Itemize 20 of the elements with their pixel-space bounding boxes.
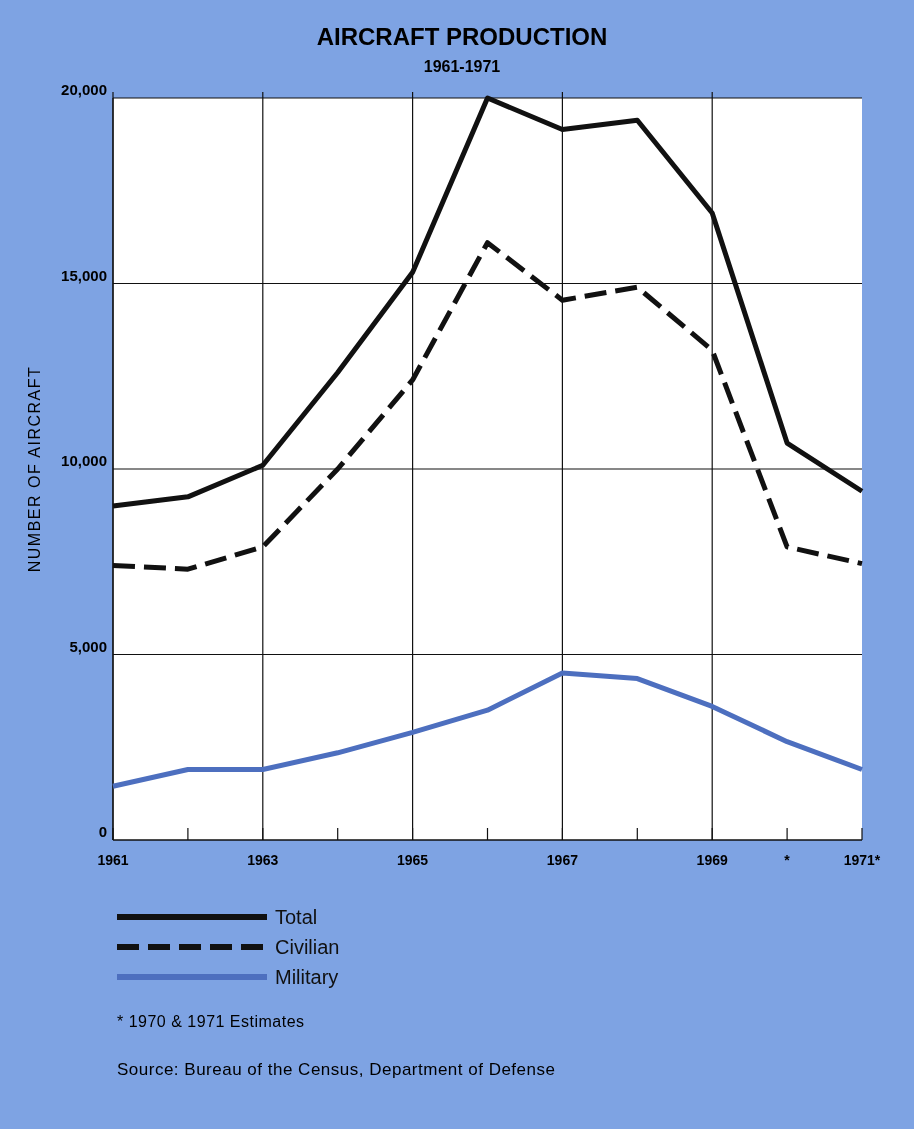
source-note: Source: Bureau of the Census, Department of Defense	[117, 1060, 556, 1079]
x-tick-label: 1961	[97, 852, 129, 868]
y-tick-label: 15,000	[61, 266, 107, 284]
chart-subtitle: 1961-1971	[423, 58, 501, 75]
legend-label: Military	[275, 966, 339, 988]
y-axis-title: NUMBER OF AIRCRAFT	[26, 365, 43, 573]
y-tick-label: 20,000	[61, 81, 107, 98]
chart-title: AIRCRAFT PRODUCTION	[316, 23, 608, 50]
legend-label: Total	[275, 906, 318, 928]
x-tick-label: 1971*	[843, 852, 881, 868]
legend-label: Civilian	[275, 936, 340, 958]
x-tick-label: *	[784, 852, 791, 868]
text: * 1970 & 1971 Estimates	[117, 1013, 305, 1030]
y-tick-label: 0	[98, 823, 107, 840]
y-tick-label: 10,000	[61, 452, 107, 469]
x-tick-label: 1965	[397, 852, 429, 868]
x-tick-label: 1969	[696, 852, 728, 868]
y-tick-label: 5,000	[69, 637, 107, 655]
x-tick-label: 1963	[247, 852, 279, 868]
x-tick-label: 1967	[546, 852, 579, 868]
